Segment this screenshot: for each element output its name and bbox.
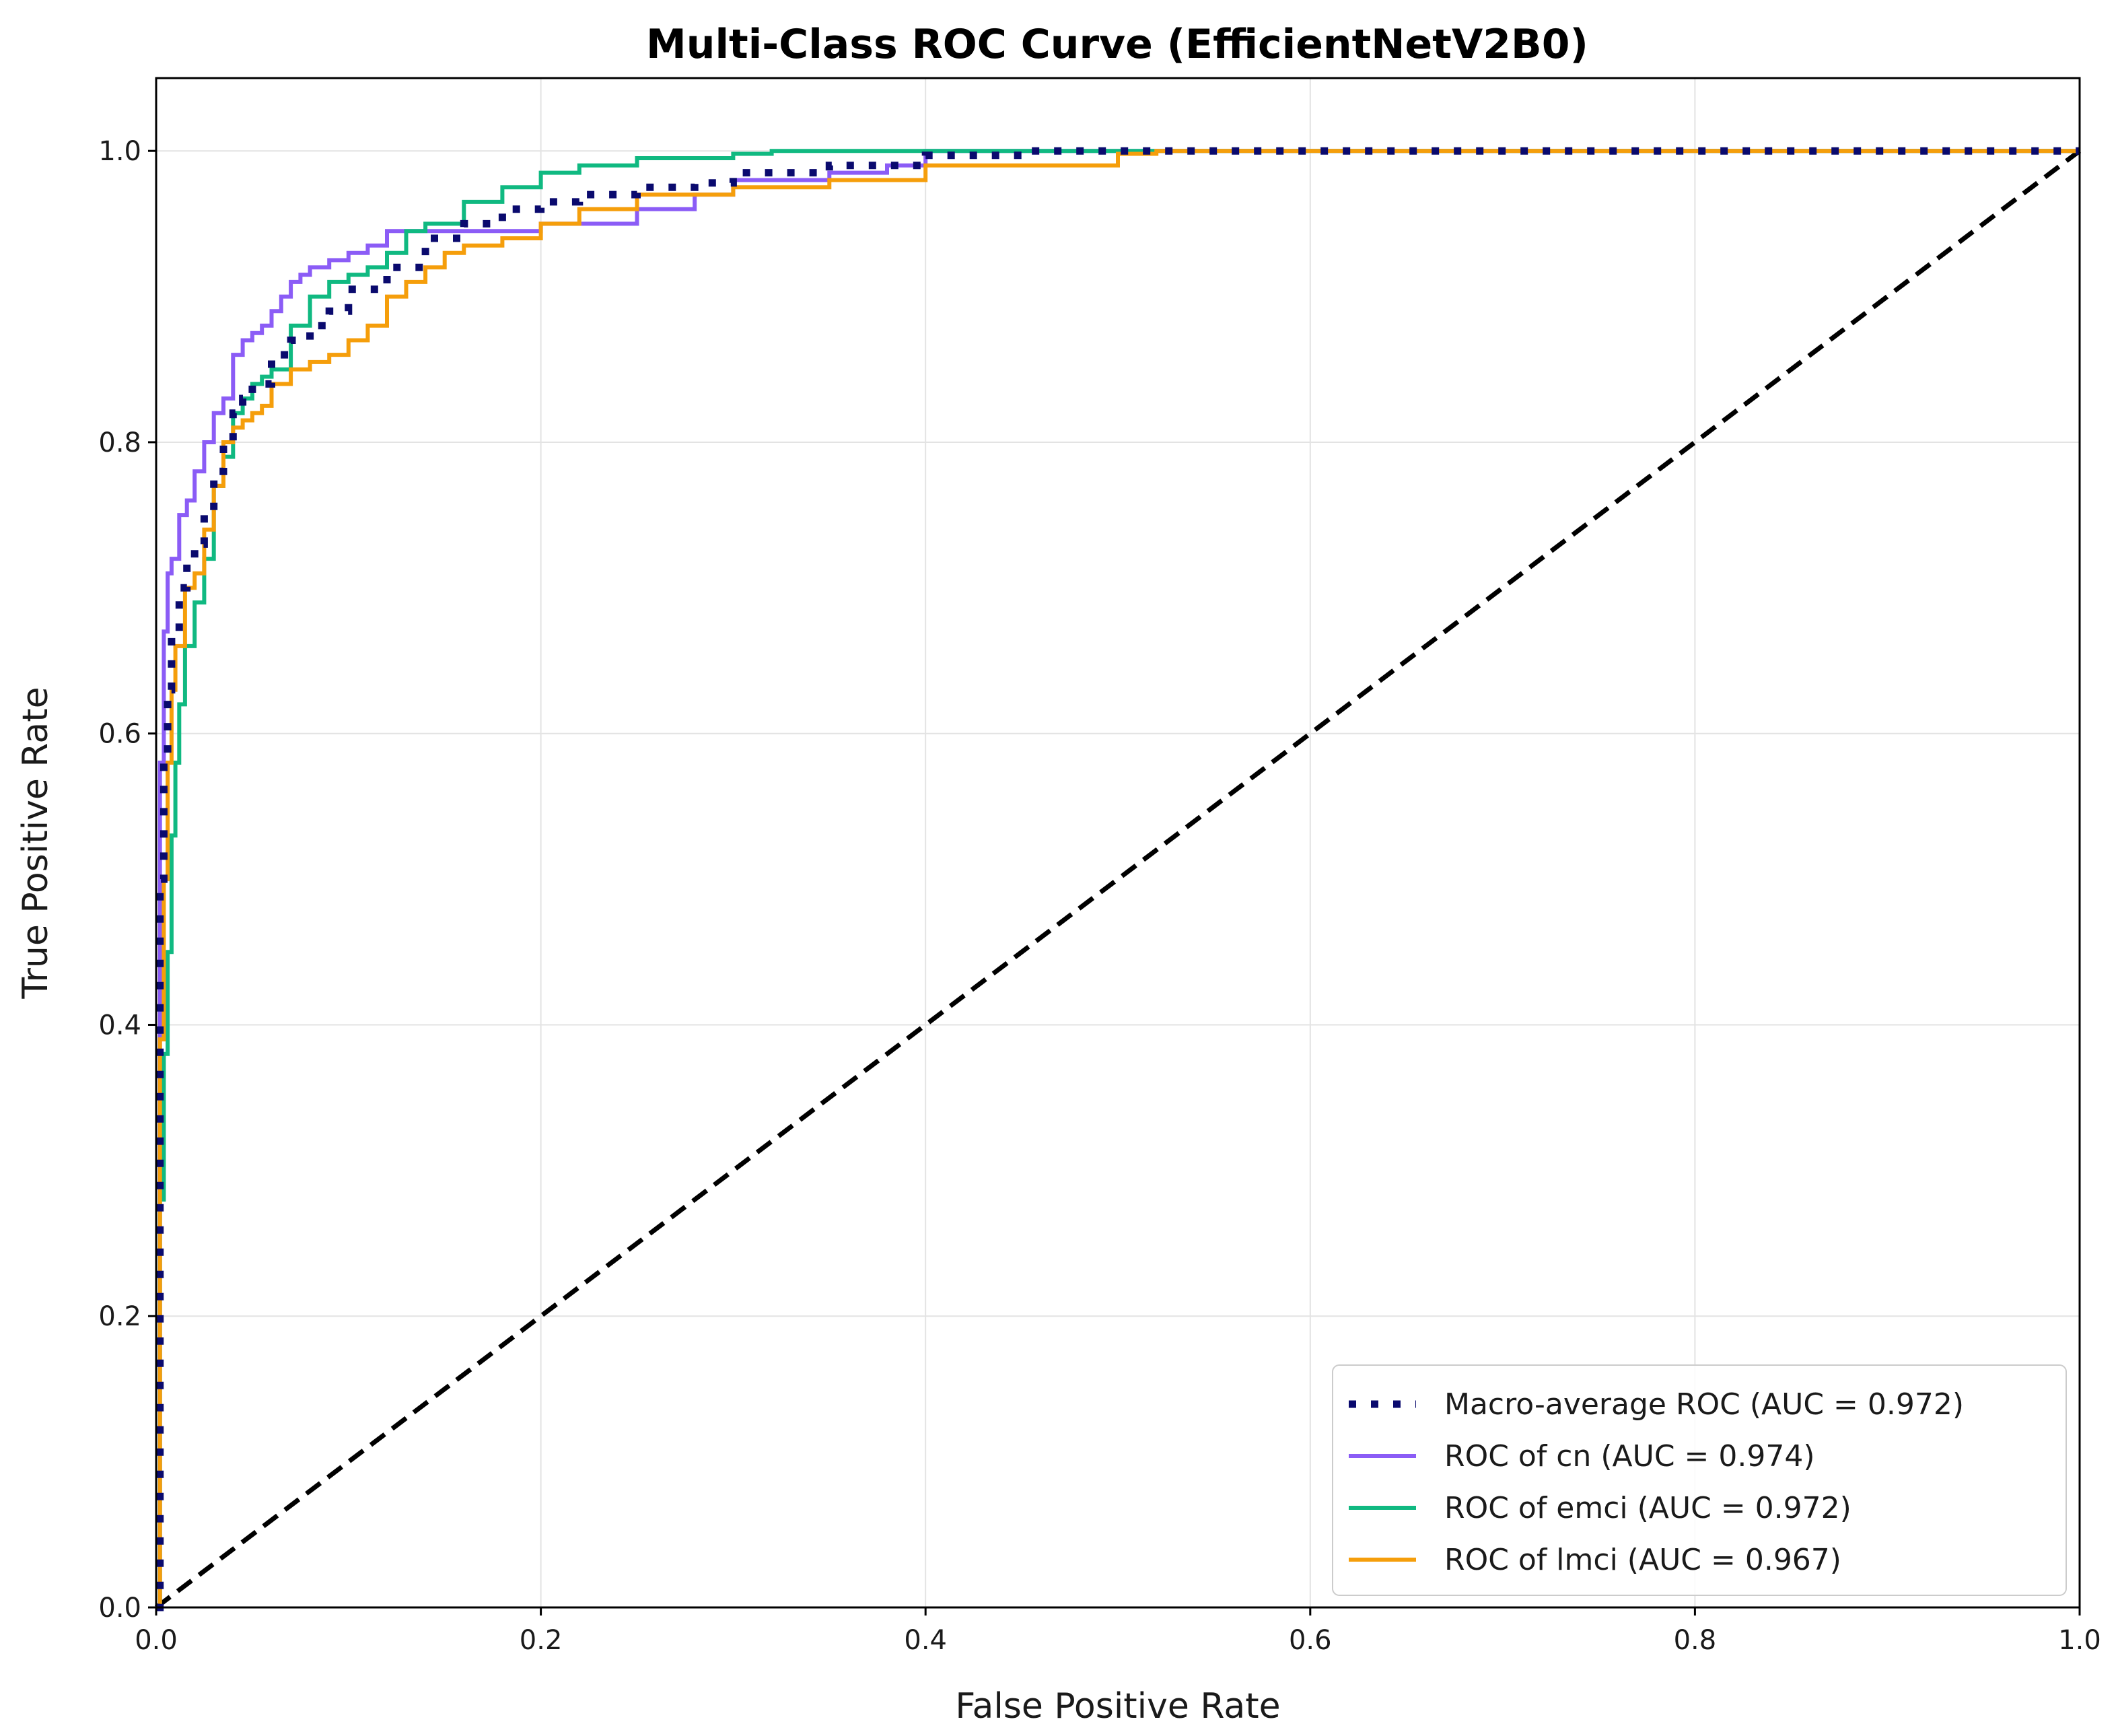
x-tick-label-0: 0.0 bbox=[135, 1625, 178, 1656]
x-axis-label: False Positive Rate bbox=[955, 1686, 1280, 1727]
plot-frame bbox=[155, 77, 2081, 1609]
x-tick-label-1: 0.2 bbox=[520, 1625, 563, 1656]
legend-box bbox=[1332, 1364, 2067, 1596]
legend: Macro-average ROC (AUC = 0.972) ROC of cn… bbox=[1332, 1364, 2067, 1596]
legend-label-1: ROC of cn (AUC = 0.974) bbox=[1444, 1439, 1815, 1473]
x-tick-label-2: 0.4 bbox=[904, 1625, 947, 1656]
series-line-0 bbox=[156, 147, 2080, 1611]
chart-title: Multi-Class ROC Curve (EfficientNetV2B0) bbox=[646, 21, 1588, 68]
x-tick-label-5: 1.0 bbox=[2058, 1625, 2101, 1656]
x-tick-label-4: 0.8 bbox=[1674, 1625, 1717, 1656]
y-tick-label-2: 0.4 bbox=[98, 1010, 141, 1041]
y-tick-label-3: 0.6 bbox=[98, 719, 141, 750]
tick-layer: 0.0 0.2 0.4 0.6 0.8 1.0 0.0 0.2 0.4 0.6 0.8 1.0 bbox=[98, 136, 2101, 1656]
series-layer bbox=[156, 147, 2080, 1611]
x-tick-label-3: 0.6 bbox=[1289, 1625, 1332, 1656]
legend-label-2: ROC of emci (AUC = 0.972) bbox=[1444, 1491, 1851, 1525]
y-tick-label-0: 0.0 bbox=[98, 1593, 141, 1624]
grid-layer bbox=[155, 78, 2080, 1608]
y-tick-label-5: 1.0 bbox=[98, 136, 141, 167]
series-line-2 bbox=[156, 149, 2080, 1609]
series-line-3 bbox=[156, 149, 2080, 1609]
legend-label-3: ROC of lmci (AUC = 0.967) bbox=[1444, 1543, 1841, 1577]
legend-label-0: Macro-average ROC (AUC = 0.972) bbox=[1444, 1387, 1964, 1422]
y-axis-label: True Positive Rate bbox=[15, 687, 56, 999]
y-tick-label-1: 0.2 bbox=[98, 1301, 141, 1332]
y-tick-label-4: 0.8 bbox=[98, 427, 141, 458]
